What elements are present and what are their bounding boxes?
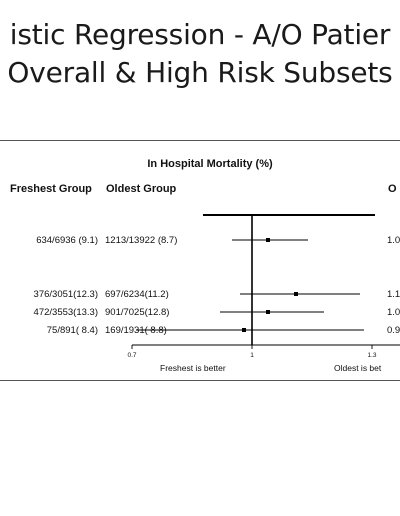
slide-title: istic Regression - A/O Patier Overall & … [0, 16, 400, 92]
forest-plot-panel [0, 140, 400, 381]
footer-left-label: Freshest is better [160, 363, 226, 373]
row-or-value: 1.0 [387, 235, 400, 246]
row-freshest-value: 634/6936 (9.1) [36, 235, 98, 246]
x-axis-tick-label: 0.7 [127, 352, 136, 359]
point-estimate [242, 328, 246, 332]
column-header-freshest: Freshest Group [10, 183, 92, 195]
row-freshest-value: 75/891( 8.4) [47, 325, 98, 336]
row-oldest-value: 901/7025(12.8) [105, 307, 169, 318]
column-header-oldest: Oldest Group [106, 183, 177, 195]
x-axis-tick-label: 1 [250, 352, 254, 359]
row-freshest-value: 376/3051(12.3) [34, 289, 98, 300]
point-estimate [266, 238, 270, 242]
row-or-value: 1.1 [387, 289, 400, 300]
row-oldest-value: 697/6234(11.2) [105, 289, 169, 300]
column-header-or: O [388, 183, 397, 195]
footer-right-label: Oldest is bet [334, 363, 382, 373]
row-freshest-value: 472/3553(13.3) [34, 307, 98, 318]
slide-title-line2: Overall & High Risk Subsets [7, 56, 393, 89]
row-or-value: 0.9 [387, 325, 400, 336]
x-axis-tick-label: 1.3 [367, 352, 376, 359]
point-estimate [294, 292, 298, 296]
point-estimate [266, 310, 270, 314]
row-oldest-value: 169/1931( 8.8) [105, 325, 167, 336]
row-or-value: 1.0 [387, 307, 400, 318]
row-oldest-value: 1213/13922 (8.7) [105, 235, 177, 246]
plot-header: In Hospital Mortality (%) [147, 158, 273, 170]
slide-title-line1: istic Regression - A/O Patier [9, 18, 391, 51]
